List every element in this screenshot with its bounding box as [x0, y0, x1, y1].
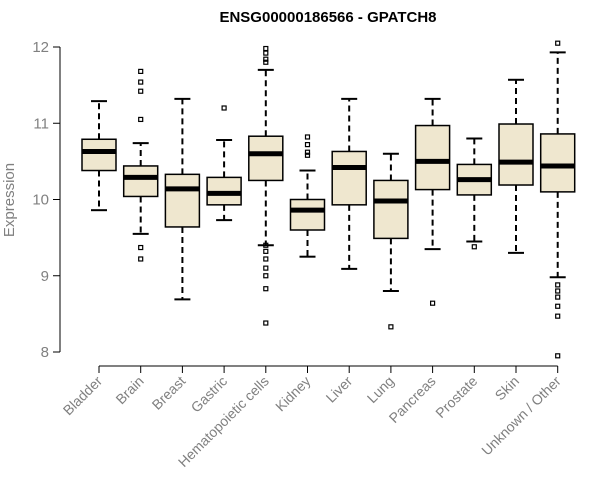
box-breast	[164, 97, 201, 301]
outlier-point	[555, 288, 561, 294]
outlier-point	[138, 244, 144, 251]
box-prostate	[456, 137, 493, 250]
outlier-point	[304, 152, 311, 158]
outlier-point	[263, 50, 269, 56]
box-unknown-other	[539, 40, 576, 359]
box-series	[81, 40, 576, 359]
outlier-point	[304, 134, 311, 140]
outlier-point	[263, 242, 269, 248]
outlier-point	[263, 59, 269, 65]
outlier-point	[138, 68, 144, 75]
outlier-point	[304, 149, 311, 155]
outlier-point	[263, 248, 269, 254]
x-tick-label: Breast	[149, 373, 189, 413]
outlier-point	[555, 40, 561, 46]
x-tick-label: Brain	[112, 373, 146, 407]
iqr-box	[331, 150, 367, 206]
outlier-point	[471, 244, 477, 250]
outlier-point	[555, 282, 561, 288]
y-axis-label: Expression	[1, 163, 18, 237]
outlier-point	[263, 320, 269, 326]
outlier-point	[263, 265, 269, 271]
y-tick-label: 8	[41, 344, 49, 361]
outlier-point	[263, 56, 269, 62]
x-tick-label: Unknown / Other	[478, 373, 564, 459]
outlier-point	[138, 79, 144, 85]
iqr-box	[414, 124, 451, 191]
y-tick-label: 12	[32, 39, 49, 56]
iqr-box	[539, 133, 576, 193]
x-tick-label: Skin	[492, 373, 523, 404]
iqr-box	[122, 165, 159, 198]
x-tick-label: Prostate	[432, 373, 480, 421]
box-gastric	[206, 105, 242, 222]
y-axis: 8 9 10 11 12	[32, 39, 61, 361]
outlier-point	[138, 256, 144, 262]
box-liver	[331, 97, 367, 270]
x-tick-label: Lung	[364, 373, 397, 406]
outlier-point	[263, 256, 269, 262]
outlier-point	[263, 45, 269, 52]
x-tick-label: Bladder	[60, 373, 106, 419]
box-hematopoietic-cells	[248, 45, 284, 326]
x-tick-label: Liver	[323, 373, 356, 406]
iqr-box	[81, 138, 117, 172]
box-brain	[122, 68, 159, 262]
y-tick-label: 11	[33, 115, 49, 132]
chart-title: ENSG00000186566 - GPATCH8	[219, 9, 436, 26]
outlier-point	[304, 142, 311, 148]
outlier-point	[555, 353, 561, 359]
box-skin	[498, 78, 534, 254]
outlier-point	[430, 300, 436, 306]
iqr-box	[248, 135, 284, 182]
outlier-point	[263, 286, 269, 292]
outlier-point	[555, 303, 561, 309]
x-tick-label: Kidney	[272, 373, 314, 415]
outlier-point	[388, 324, 394, 330]
box-bladder	[81, 100, 117, 212]
outlier-point	[555, 313, 561, 319]
iqr-box	[289, 198, 326, 231]
outlier-point	[138, 88, 144, 94]
outlier-point	[555, 294, 561, 300]
iqr-box	[498, 123, 534, 186]
iqr-box	[373, 179, 409, 240]
outlier-point	[138, 116, 144, 123]
box-pancreas	[414, 97, 451, 306]
outlier-point	[221, 105, 227, 111]
box-lung	[373, 152, 409, 330]
box-kidney	[289, 134, 326, 258]
outlier-point	[263, 273, 269, 279]
y-tick-label: 10	[32, 192, 49, 209]
iqr-box	[164, 173, 201, 228]
y-tick-label: 9	[41, 268, 49, 285]
